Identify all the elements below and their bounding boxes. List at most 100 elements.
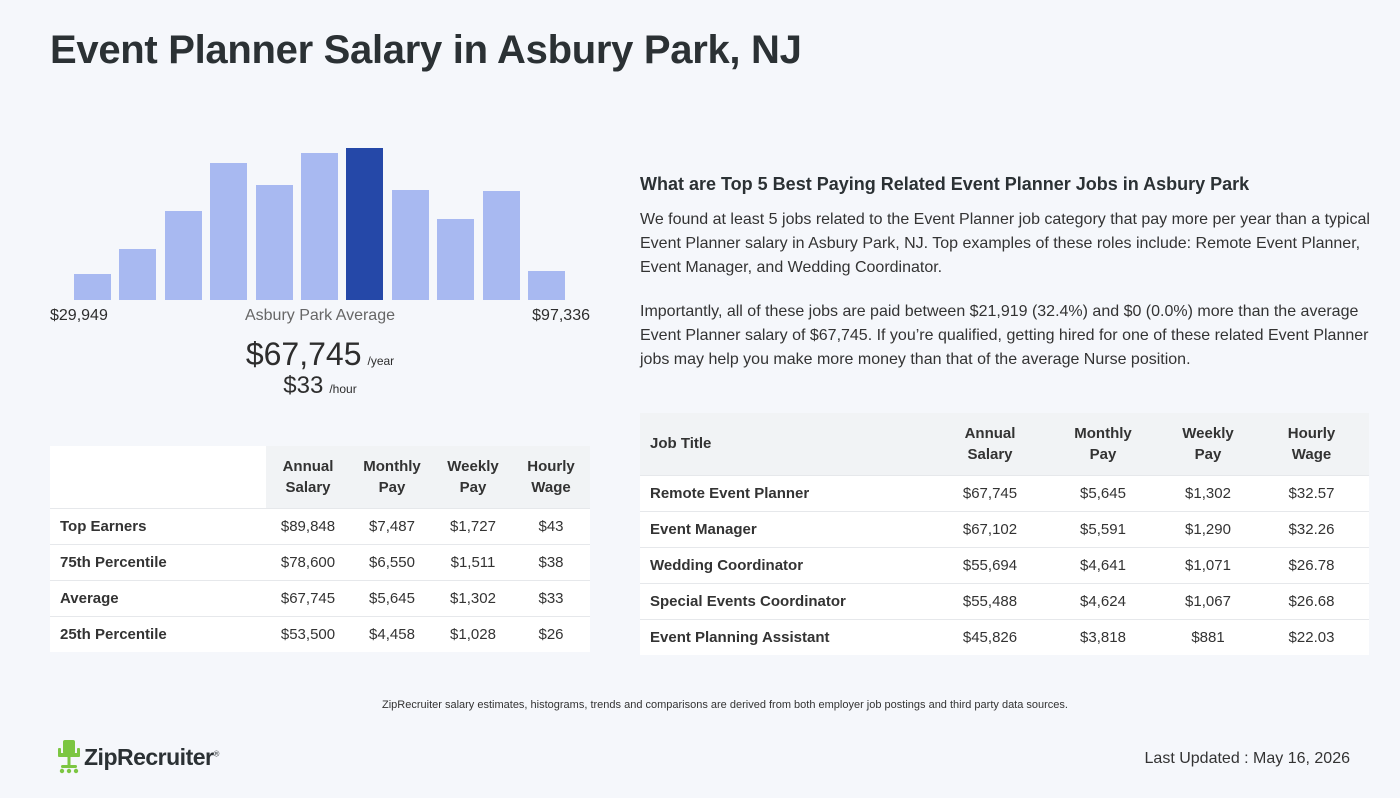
cell-hourly: $32.26	[1254, 510, 1369, 547]
header-annual-line2: Salary	[285, 478, 331, 496]
cell-monthly: $4,458	[350, 615, 434, 652]
average-annual-value: $67,745	[245, 336, 362, 372]
row-label: Top Earners	[50, 507, 266, 544]
header-hourly-line2: Wage	[531, 478, 571, 496]
cell-weekly: $1,302	[434, 579, 512, 616]
table-row: 25th Percentile $53,500 $4,458 $1,028 $2…	[50, 615, 590, 652]
cell-hourly: $26.78	[1254, 546, 1369, 583]
percentile-table-header: Annual Salary Monthly Pay Weekly Pay Hourly…	[50, 446, 590, 508]
ziprecruiter-logo[interactable]: ZipRecruiter®	[58, 740, 219, 774]
cell-weekly: $881	[1162, 618, 1254, 655]
cell-annual: $55,488	[936, 582, 1044, 619]
average-annual: $67,745/year	[50, 336, 590, 373]
last-updated: Last Updated : May 16, 2026	[1144, 750, 1350, 767]
table-row[interactable]: Remote Event Planner $67,745 $5,645 $1,3…	[640, 474, 1369, 511]
header-monthly-line2: Pay	[378, 478, 406, 496]
cell-monthly: $5,645	[350, 579, 434, 616]
cell-hourly: $43	[512, 507, 590, 544]
header-blank	[50, 446, 266, 508]
cell-annual: $67,102	[936, 510, 1044, 547]
page-title: Event Planner Salary in Asbury Park, NJ	[50, 28, 802, 72]
table-row[interactable]: Event Planning Assistant $45,826 $3,818 …	[640, 618, 1369, 655]
header-monthly: Monthly Pay	[1044, 413, 1162, 475]
cell-weekly: $1,290	[1162, 510, 1254, 547]
percentile-table: Annual Salary Monthly Pay Weekly Pay Hourly…	[50, 446, 590, 652]
logo-wordmark: ZipRecruiter®	[84, 744, 219, 771]
job-title-link[interactable]: Remote Event Planner	[640, 474, 936, 511]
row-label: 75th Percentile	[50, 543, 266, 580]
histogram-bar	[164, 211, 202, 300]
job-title-link[interactable]: Event Manager	[640, 510, 936, 547]
data-source-disclaimer: ZipRecruiter salary estimates, histogram…	[382, 699, 1068, 711]
average-hourly-unit: /hour	[329, 382, 357, 396]
histogram-bar	[301, 153, 338, 300]
header-annual: Annual Salary	[936, 413, 1044, 475]
histogram-bar	[210, 163, 248, 300]
header-annual-line1: Annual	[282, 457, 334, 475]
cell-hourly: $32.57	[1254, 474, 1369, 511]
header-annual-line1: Annual	[964, 424, 1016, 442]
header-hourly: Hourly Wage	[512, 446, 590, 508]
average-hourly-value: $33	[283, 372, 324, 399]
cell-annual: $67,745	[266, 579, 350, 616]
histogram-bar	[74, 274, 111, 300]
table-row[interactable]: Wedding Coordinator $55,694 $4,641 $1,07…	[640, 546, 1369, 583]
cell-annual: $53,500	[266, 615, 350, 652]
cell-weekly: $1,071	[1162, 546, 1254, 583]
cell-weekly: $1,067	[1162, 582, 1254, 619]
histogram-min-label: $29,949	[50, 307, 108, 324]
histogram-bar	[437, 219, 475, 300]
table-row[interactable]: Event Manager $67,102 $5,591 $1,290 $32.…	[640, 510, 1369, 547]
cell-annual: $89,848	[266, 507, 350, 544]
job-title-link[interactable]: Special Events Coordinator	[640, 582, 936, 619]
salary-histogram	[50, 130, 590, 300]
cell-hourly: $33	[512, 579, 590, 616]
cell-monthly: $3,818	[1044, 618, 1162, 655]
table-row: 75th Percentile $78,600 $6,550 $1,511 $3…	[50, 543, 590, 580]
cell-monthly: $4,624	[1044, 582, 1162, 619]
average-hourly: $33/hour	[50, 372, 590, 400]
header-hourly-line2: Wage	[1291, 445, 1332, 463]
logo-text: ZipRecruiter	[84, 743, 214, 770]
cell-hourly: $26.68	[1254, 582, 1369, 619]
table-row[interactable]: Special Events Coordinator $55,488 $4,62…	[640, 582, 1369, 619]
row-label: 25th Percentile	[50, 615, 266, 652]
header-weekly-line1: Weekly	[1182, 424, 1234, 442]
cell-annual: $78,600	[266, 543, 350, 580]
average-annual-unit: /year	[367, 354, 395, 368]
cell-monthly: $5,645	[1044, 474, 1162, 511]
histogram-bar	[482, 191, 520, 300]
header-weekly: Weekly Pay	[1162, 413, 1254, 475]
job-title-link[interactable]: Wedding Coordinator	[640, 546, 936, 583]
cell-monthly: $6,550	[350, 543, 434, 580]
header-hourly-line1: Hourly	[527, 457, 575, 475]
histogram-bar	[391, 190, 429, 300]
header-hourly-line1: Hourly	[1287, 424, 1336, 442]
cell-monthly: $4,641	[1044, 546, 1162, 583]
related-jobs-table: Job Title Annual Salary Monthly Pay Weekly…	[640, 413, 1369, 655]
histogram-bar	[528, 271, 565, 300]
header-monthly-line1: Monthly	[1074, 424, 1132, 442]
header-job-title: Job Title	[640, 413, 936, 475]
cell-annual: $55,694	[936, 546, 1044, 583]
cell-annual: $45,826	[936, 618, 1044, 655]
histogram-bar	[119, 249, 157, 300]
header-monthly-line2: Pay	[1089, 445, 1117, 463]
histogram-bar	[346, 148, 384, 300]
cell-weekly: $1,511	[434, 543, 512, 580]
jobs-table-header: Job Title Annual Salary Monthly Pay Weekly…	[640, 413, 1369, 475]
related-jobs-paragraph-2: Importantly, all of these jobs are paid …	[640, 303, 1369, 368]
registered-mark: ®	[213, 748, 219, 758]
header-weekly-line2: Pay	[1194, 445, 1222, 463]
cell-annual: $67,745	[936, 474, 1044, 511]
table-row: Average $67,745 $5,645 $1,302 $33	[50, 579, 590, 616]
histogram-bar	[255, 185, 293, 300]
header-weekly: Weekly Pay	[434, 446, 512, 508]
table-row: Top Earners $89,848 $7,487 $1,727 $43	[50, 507, 590, 544]
row-label: Average	[50, 579, 266, 616]
cell-monthly: $7,487	[350, 507, 434, 544]
job-title-link[interactable]: Event Planning Assistant	[640, 618, 936, 655]
chair-icon	[58, 740, 80, 774]
related-jobs-heading: What are Top 5 Best Paying Related Event…	[640, 174, 1250, 194]
cell-weekly: $1,302	[1162, 474, 1254, 511]
